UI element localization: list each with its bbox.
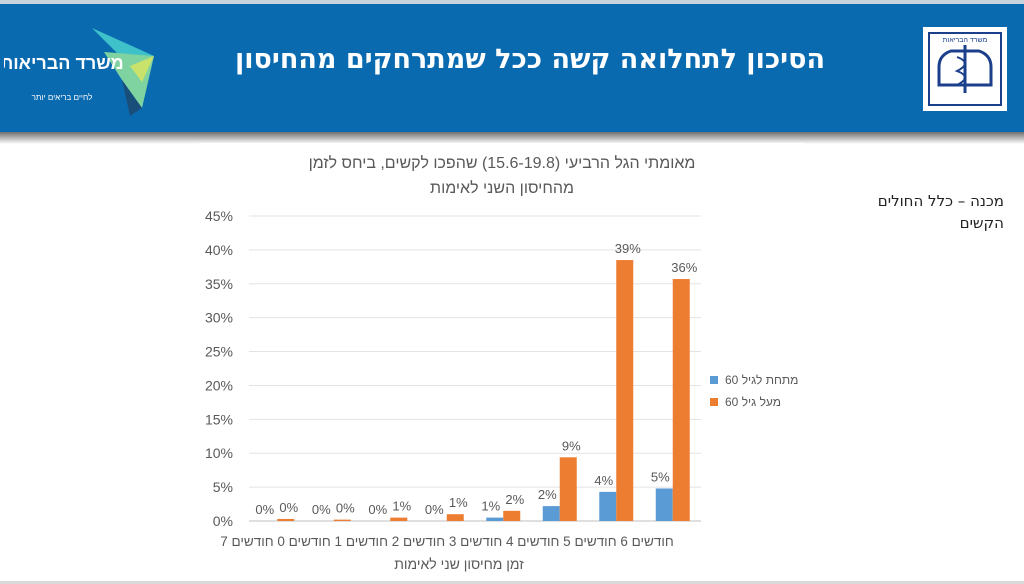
- data-label: 0%: [279, 500, 298, 515]
- bar-under60: [486, 517, 504, 521]
- bar-under60: [599, 491, 617, 521]
- bottom-border: [0, 581, 1024, 584]
- denominator-note: מכנה – כלל החולים הקשים: [877, 192, 1004, 232]
- slide-title: הסיכון לתחלואה קשה ככל שמתרחקים מהחיסון: [234, 44, 825, 75]
- y-tick-label: 40%: [205, 242, 233, 258]
- bar-over60: [390, 517, 408, 521]
- bar-over60: [672, 279, 690, 521]
- slide-header: [0, 4, 1024, 132]
- bar-over60: [446, 514, 464, 521]
- y-tick-label: 25%: [205, 344, 233, 360]
- ministry-logo: משרד הבריאות לחיים בריאים יותר: [0, 22, 174, 122]
- chart-title-line1: מאומתי הגל הרביעי (15.6-19.8) שהפכו לקשי…: [309, 154, 696, 172]
- data-label: 9%: [562, 438, 581, 453]
- x-axis-title: זמן מחיסון שני לאימות: [394, 556, 524, 572]
- data-label: 36%: [671, 260, 697, 275]
- data-label: 2%: [505, 492, 524, 507]
- data-label: 2%: [538, 487, 557, 502]
- data-label: 1%: [449, 495, 468, 510]
- legend-swatch: [710, 376, 718, 384]
- data-label: 0%: [336, 501, 355, 516]
- x-tick-label: 3 חודשים: [403, 534, 460, 549]
- y-tick-label: 20%: [205, 377, 233, 393]
- header-shadow: [0, 132, 1024, 144]
- y-tick-label: 15%: [205, 411, 233, 427]
- x-tick-labels: 7 חודשים 6 חודשים 5 חודשים 4 חודשים 3 חו…: [220, 534, 673, 549]
- chart-container: מאומתי הגל הרביעי (15.6-19.8) שהפכו לקשי…: [199, 143, 805, 580]
- y-tick-label: 0%: [213, 513, 233, 529]
- ministry-emblem: משרד הבריאות: [922, 26, 1008, 112]
- data-label: 1%: [392, 499, 411, 514]
- data-label: 0%: [312, 502, 331, 517]
- y-tick-label: 35%: [205, 276, 233, 292]
- bar-under60: [542, 506, 560, 521]
- y-tick-label: 10%: [205, 445, 233, 461]
- bar-over60: [616, 260, 634, 521]
- emblem-text: משרד הבריאות: [943, 37, 988, 44]
- data-label: 1%: [481, 499, 500, 514]
- data-label: 0%: [368, 502, 387, 517]
- y-tick-label: 45%: [205, 208, 233, 224]
- x-tick-label: 1 חודשים: [289, 534, 346, 549]
- data-label: 0%: [425, 502, 444, 517]
- x-tick-label: 2 חודשים: [346, 534, 403, 549]
- y-tick-label: 30%: [205, 310, 233, 326]
- data-label: 4%: [594, 473, 613, 488]
- bar-over60: [277, 518, 295, 521]
- chart-title-line2: מהחיסון השני לאימות: [430, 179, 574, 197]
- logo-tagline: לחיים בריאים יותר: [32, 93, 93, 102]
- x-tick-label: 5 חודשים: [517, 534, 574, 549]
- data-label: 5%: [651, 469, 670, 484]
- legend-swatch: [710, 398, 718, 406]
- bar-chart: מאומתי הגל הרביעי (15.6-19.8) שהפכו לקשי…: [205, 154, 798, 572]
- x-tick-label: 6 חודשים: [574, 534, 631, 549]
- bar-over60: [503, 510, 521, 521]
- top-border: [0, 0, 1024, 4]
- data-label: 39%: [615, 241, 641, 256]
- bar-under60: [655, 488, 673, 521]
- data-label: 0%: [255, 502, 274, 517]
- x-tick-label: 0 חודשים: [232, 534, 289, 549]
- bar-over60: [333, 519, 351, 521]
- x-tick-label: 4 חודשים: [460, 534, 517, 549]
- legend-label: מתחת לגיל 60: [725, 373, 798, 387]
- logo-name-line1: משרד הבריאות: [4, 53, 124, 73]
- y-tick-label: 5%: [213, 479, 233, 495]
- bar-over60: [559, 457, 577, 521]
- legend-label: מעל גיל 60: [725, 395, 781, 409]
